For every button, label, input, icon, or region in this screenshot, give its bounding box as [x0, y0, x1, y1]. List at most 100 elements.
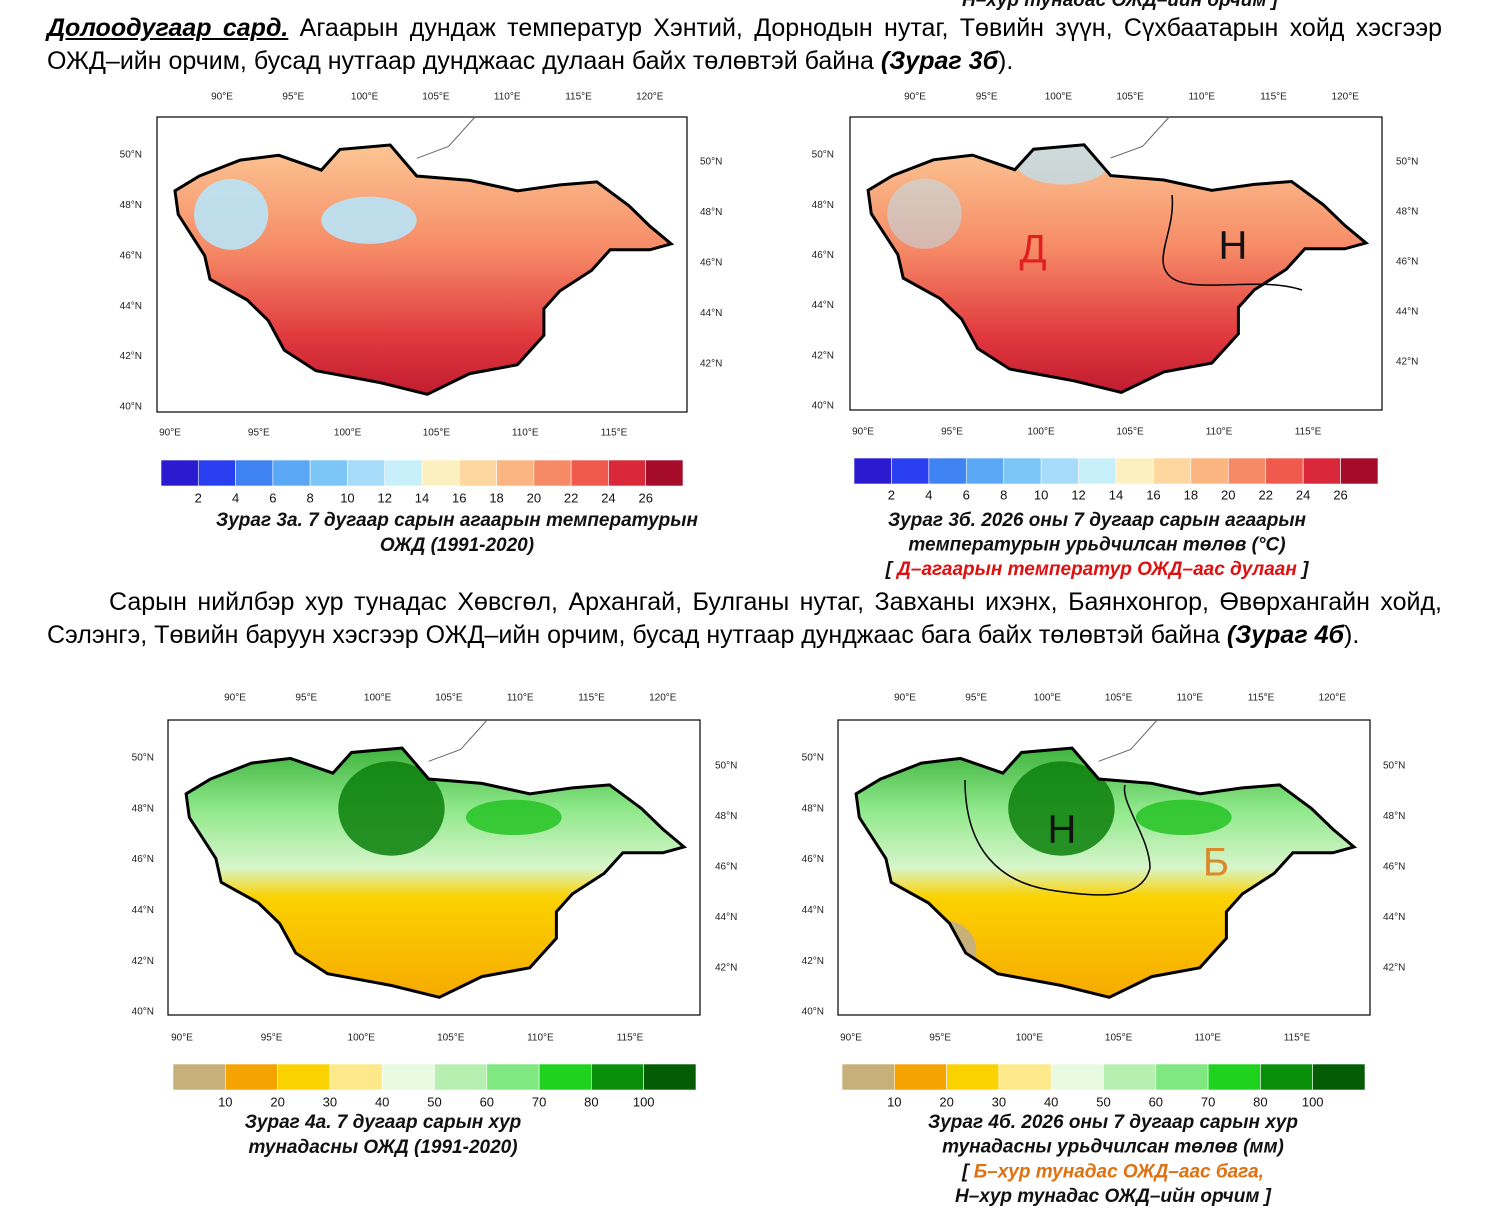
longitude-label: 110°E	[1194, 1033, 1221, 1044]
colorbar-box	[591, 1063, 645, 1091]
wet-area	[465, 799, 562, 836]
colorbar-label: 70	[1201, 1094, 1215, 1109]
cool-area	[887, 178, 962, 249]
paragraph-end: ).	[998, 47, 1014, 75]
longitude-label: 90°E	[904, 92, 926, 103]
country-border	[866, 143, 1370, 394]
longitude-label: 95°E	[295, 693, 317, 704]
colorbar-label: 10	[340, 490, 354, 505]
colorbar-box	[853, 457, 892, 485]
colorbar-label: 16	[1146, 487, 1160, 502]
longitude-label: 100°E	[1045, 92, 1073, 103]
longitude-label: 90°E	[840, 1033, 862, 1044]
latitude-label: 48°N	[132, 803, 154, 814]
cut-off-caption: Н–хур тунадас ОЖД–ийн орчим ]	[962, 0, 1279, 11]
longitude-label: 105°E	[423, 428, 451, 439]
wet-area	[338, 761, 445, 856]
colorbar-label: 6	[963, 487, 970, 502]
caption-text: [	[961, 1161, 974, 1182]
paragraph-2: Сарын нийлбэр хур тунадас Хөвсгөл, Архан…	[47, 586, 1442, 652]
colorbar-box	[533, 459, 572, 487]
paragraph-end: ).	[1344, 621, 1360, 649]
colorbar-label: 22	[1258, 487, 1272, 502]
latitude-label: 46°N	[120, 250, 142, 261]
colorbar-label: 14	[1109, 487, 1123, 502]
caption-line: Зураг 4б. 2026 оны 7 дугаар сарын хур	[928, 1112, 1298, 1133]
caption-text: Зураг 3а. 7 дугаар сарын агаарын темпера…	[216, 510, 698, 531]
colorbar-label: 26	[1333, 487, 1347, 502]
latitude-label: 48°N	[700, 207, 722, 218]
colorbar-label: 8	[307, 490, 314, 505]
coastline	[1098, 719, 1158, 762]
caption-line: тунадасны урьдчилсан төлөв (мм)	[942, 1137, 1284, 1158]
latitude-label: 42°N	[715, 963, 737, 974]
longitude-label: 105°E	[422, 92, 450, 103]
colorbar-label: 18	[489, 490, 503, 505]
latitude-label: 42°N	[1396, 357, 1418, 368]
colorbar-box	[1312, 1063, 1366, 1091]
latitude-label: 48°N	[1396, 207, 1418, 218]
longitude-label: 105°E	[437, 1033, 465, 1044]
latitude-label: 50°N	[715, 761, 737, 772]
caption-text: тунадасны ОЖД (1991-2020)	[248, 1137, 517, 1158]
colorbar-box	[1050, 1063, 1104, 1091]
longitude-label: 100°E	[1016, 1033, 1044, 1044]
longitude-label: 105°E	[1105, 1033, 1133, 1044]
latitude-label: 50°N	[120, 150, 142, 161]
caption-line: тунадасны ОЖД (1991-2020)	[248, 1137, 517, 1158]
caption-text: ]	[1297, 559, 1309, 580]
latitude-label: 42°N	[700, 359, 722, 370]
wet-area	[1008, 761, 1115, 856]
longitude-label: 110°E	[1176, 693, 1203, 704]
caption-line: [ Б–хур тунадас ОЖД–аас бага,	[961, 1161, 1264, 1182]
colorbar-label: 26	[638, 490, 652, 505]
country-border	[184, 746, 688, 999]
longitude-label: 95°E	[929, 1033, 951, 1044]
caption-line: Н–хур тунадас ОЖД–ийн орчим ]	[955, 1186, 1272, 1207]
longitude-label: 100°E	[1027, 427, 1055, 438]
colorbar-label: 6	[269, 490, 276, 505]
longitude-label: 110°E	[512, 428, 539, 439]
latitude-label: 44°N	[1396, 307, 1418, 318]
colorbar-box	[645, 459, 684, 487]
figure-reference: (Зураг 3б	[880, 47, 999, 75]
colorbar-box	[946, 1063, 1000, 1091]
colorbar-box	[172, 1063, 226, 1091]
colorbar-label: 60	[480, 1094, 494, 1109]
paragraph-lead: Долоодугаар сард.	[47, 14, 289, 42]
longitude-label: 105°E	[435, 693, 463, 704]
colorbar-box	[1115, 457, 1154, 485]
colorbar-box	[272, 459, 311, 487]
colorbar-box	[277, 1063, 331, 1091]
paragraph-1: Долоодугаар сард. Агаарын дундаж темпера…	[47, 12, 1442, 78]
colorbar-box	[643, 1063, 697, 1091]
colorbar-label: 80	[1253, 1094, 1267, 1109]
latitude-label: 40°N	[802, 1007, 824, 1018]
latitude-label: 48°N	[812, 200, 834, 211]
colorbar-box	[1207, 1063, 1261, 1091]
colorbar-label: 100	[1302, 1094, 1324, 1109]
coastline	[416, 116, 476, 159]
colorbar-label: 2	[195, 490, 202, 505]
cool-area	[321, 196, 417, 244]
latitude-label: 46°N	[812, 250, 834, 261]
colorbar-box	[1103, 1063, 1157, 1091]
latitude-label: 44°N	[802, 905, 824, 916]
wet-area	[1135, 799, 1232, 836]
longitude-label: 115°E	[565, 92, 592, 103]
map-letter: Н	[1219, 224, 1248, 268]
longitude-label: 105°E	[1116, 427, 1144, 438]
caption-text: Н–хур тунадас ОЖД–ийн орчим ]	[955, 1186, 1272, 1207]
longitude-label: 95°E	[965, 693, 987, 704]
colorbar-box	[1190, 457, 1229, 485]
longitude-label: 110°E	[1206, 427, 1233, 438]
colorbar-box	[1227, 457, 1267, 485]
longitude-label: 95°E	[941, 427, 963, 438]
caption-text: [	[885, 559, 898, 580]
colorbar-box	[421, 459, 460, 487]
caption-line: [ Д–агаарын температур ОЖД–аас дулаан ]	[885, 559, 1310, 580]
latitude-label: 44°N	[715, 912, 737, 923]
latitude-label: 46°N	[700, 258, 722, 269]
longitude-label: 90°E	[211, 92, 233, 103]
latitude-label: 46°N	[1396, 257, 1418, 268]
